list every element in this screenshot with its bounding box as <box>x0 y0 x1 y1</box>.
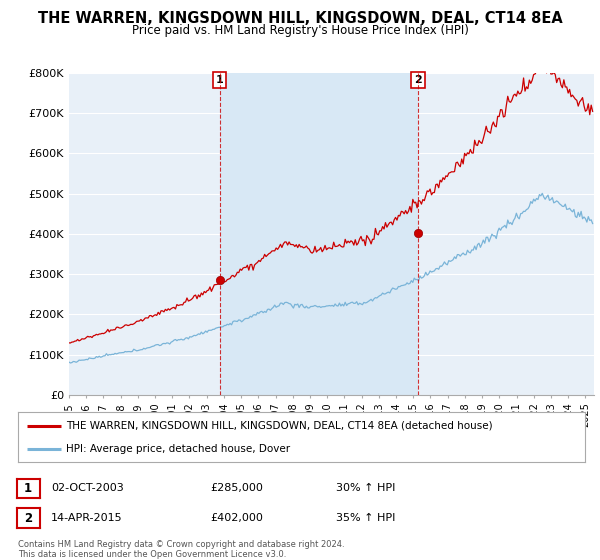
Text: THE WARREN, KINGSDOWN HILL, KINGSDOWN, DEAL, CT14 8EA: THE WARREN, KINGSDOWN HILL, KINGSDOWN, D… <box>38 11 562 26</box>
Text: THE WARREN, KINGSDOWN HILL, KINGSDOWN, DEAL, CT14 8EA (detached house): THE WARREN, KINGSDOWN HILL, KINGSDOWN, D… <box>66 421 493 431</box>
Text: 1: 1 <box>24 482 32 495</box>
Text: This data is licensed under the Open Government Licence v3.0.: This data is licensed under the Open Gov… <box>18 550 286 559</box>
Text: Contains HM Land Registry data © Crown copyright and database right 2024.: Contains HM Land Registry data © Crown c… <box>18 540 344 549</box>
Text: 30% ↑ HPI: 30% ↑ HPI <box>336 483 395 493</box>
Text: Price paid vs. HM Land Registry's House Price Index (HPI): Price paid vs. HM Land Registry's House … <box>131 24 469 36</box>
Text: HPI: Average price, detached house, Dover: HPI: Average price, detached house, Dove… <box>66 445 290 454</box>
Bar <box>220 73 418 395</box>
Text: 2: 2 <box>24 511 32 525</box>
Text: 1: 1 <box>216 75 223 85</box>
Text: £285,000: £285,000 <box>210 483 263 493</box>
Text: 35% ↑ HPI: 35% ↑ HPI <box>336 513 395 523</box>
Text: 2: 2 <box>414 75 422 85</box>
Text: 14-APR-2015: 14-APR-2015 <box>51 513 122 523</box>
Text: £402,000: £402,000 <box>210 513 263 523</box>
Text: 02-OCT-2003: 02-OCT-2003 <box>51 483 124 493</box>
